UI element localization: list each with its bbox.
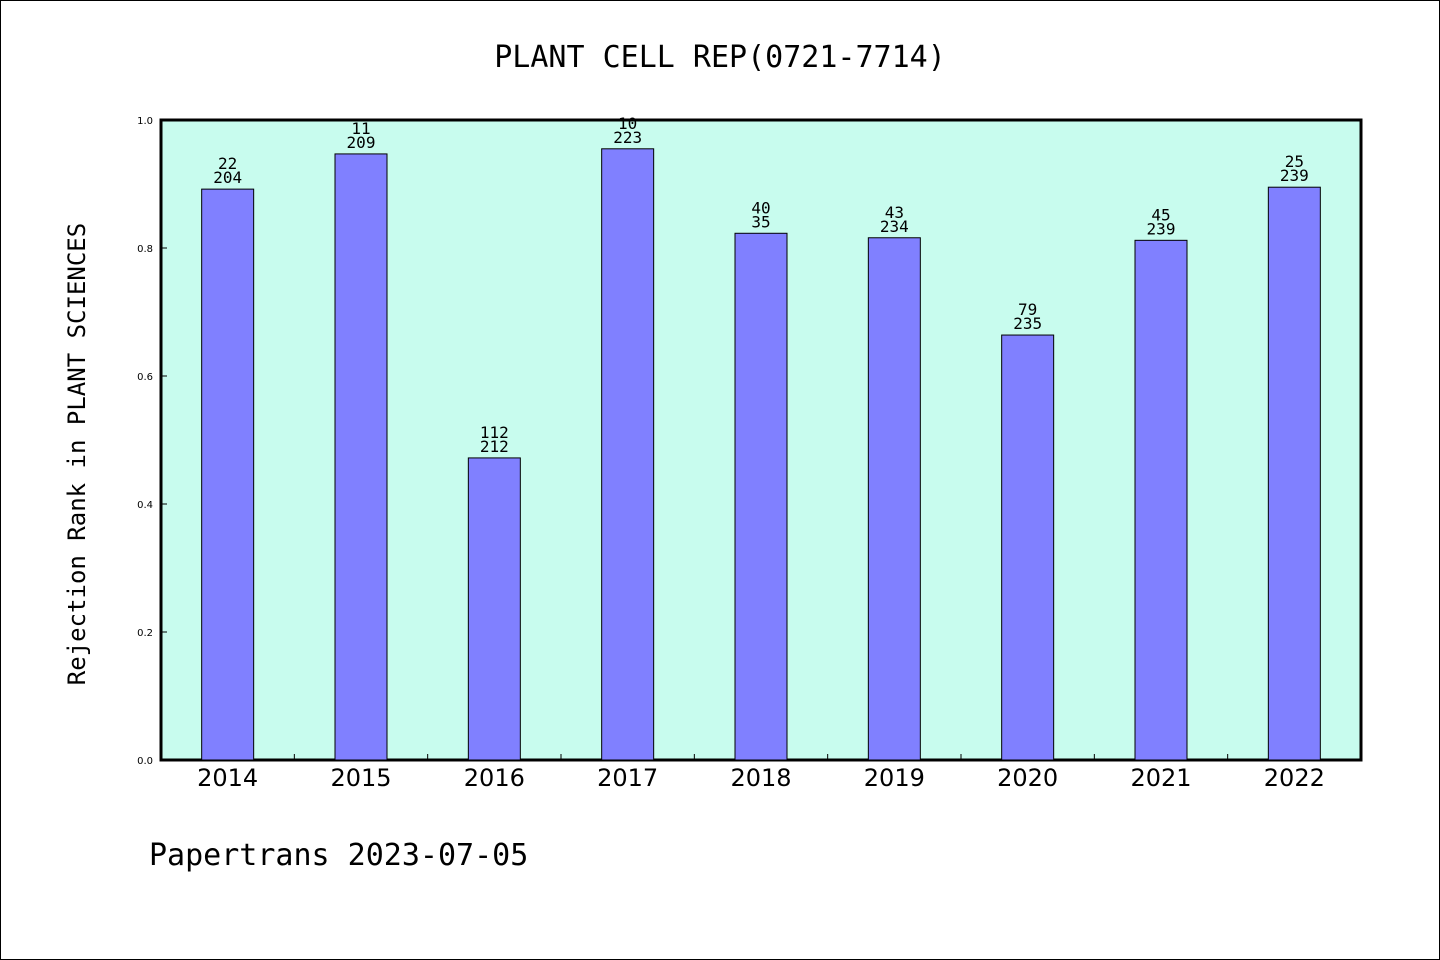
bar-label-bottom: 223: [613, 128, 642, 147]
x-tick-label: 2022: [1264, 764, 1325, 792]
x-tick-label: 2014: [197, 764, 258, 792]
bar-label-bottom: 209: [347, 133, 376, 152]
x-tick-label: 2021: [1130, 764, 1191, 792]
y-tick-label: 0.2: [137, 628, 153, 639]
y-tick-label: 0.6: [137, 372, 153, 383]
bar-label-bottom: 212: [480, 437, 509, 456]
chart-title: PLANT CELL REP(0721-7714): [494, 40, 946, 75]
bar-label-bottom: 234: [880, 217, 909, 236]
bar-label-top: 10: [618, 114, 637, 133]
x-tick-label: 2018: [730, 764, 791, 792]
x-tick-label: 2016: [464, 764, 525, 792]
bar-label-top: 79: [1018, 300, 1037, 319]
footer-text: Papertrans 2023-07-05: [149, 838, 528, 873]
y-tick-label: 1.0: [137, 116, 153, 127]
bar-label-top: 112: [480, 423, 509, 442]
y-tick-label: 0.0: [137, 756, 153, 767]
bar-label-top: 43: [885, 203, 904, 222]
bar: [334, 153, 388, 761]
chart-marks: 0.00.20.40.60.81.02220420141120920151122…: [137, 114, 1325, 792]
bar-label-bottom: 204: [213, 168, 242, 187]
bar: [467, 457, 521, 761]
y-tick-label: 0.4: [137, 500, 153, 511]
bar: [1134, 239, 1188, 761]
bar-label-top: 22: [218, 154, 237, 173]
bar-label-top: 25: [1285, 152, 1304, 171]
bar-label-bottom: 239: [1147, 219, 1176, 238]
bar: [1267, 186, 1321, 761]
x-tick-label: 2020: [997, 764, 1058, 792]
bar: [1001, 334, 1055, 761]
bar-label-top: 45: [1151, 205, 1170, 224]
bar-label-bottom: 239: [1280, 166, 1309, 185]
y-tick-label: 0.8: [137, 244, 153, 255]
x-tick-label: 2019: [864, 764, 925, 792]
x-tick-label: 2017: [597, 764, 658, 792]
bar-label-bottom: 35: [751, 212, 770, 231]
bar: [201, 188, 255, 761]
bar: [601, 148, 655, 761]
bar-label-bottom: 235: [1013, 314, 1042, 333]
bar: [734, 232, 788, 761]
x-tick-label: 2015: [330, 764, 391, 792]
bar-label-top: 40: [751, 198, 770, 217]
y-axis-label: Rejection Rank in PLANT SCIENCES: [63, 223, 91, 685]
bar: [867, 237, 921, 761]
bar-label-top: 11: [351, 119, 370, 138]
